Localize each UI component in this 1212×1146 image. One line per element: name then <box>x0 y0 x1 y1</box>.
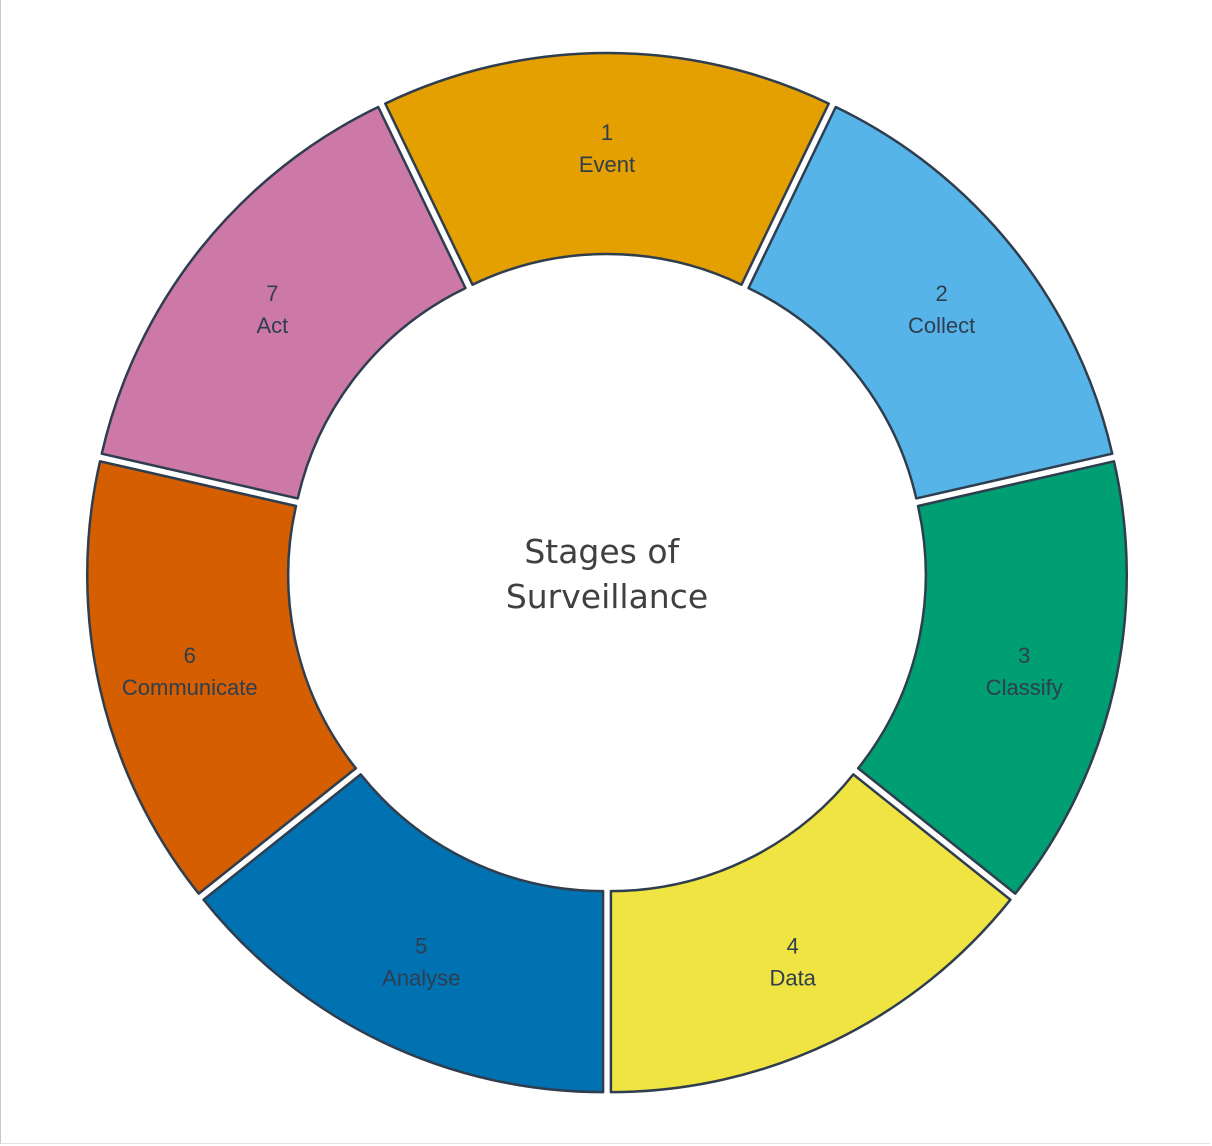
segment-shape <box>747 105 1114 500</box>
segment-label: 7 Act <box>256 281 288 338</box>
segment-name: Collect <box>908 313 975 338</box>
center-title-line-1: Stages of <box>524 532 680 571</box>
segment-number: 2 <box>935 281 947 306</box>
segment-shape <box>85 460 358 895</box>
segment-shape <box>384 51 830 286</box>
segment-collect: 2 Collect <box>747 105 1114 500</box>
segment-label: 3 Classify <box>986 643 1063 700</box>
segment-label: 6 Communicate <box>122 643 258 700</box>
segment-number: 3 <box>1018 643 1030 668</box>
segment-number: 1 <box>601 120 613 145</box>
center-title-line-2: Surveillance <box>506 577 708 616</box>
center-title: Stages of Surveillance <box>506 532 708 616</box>
segment-data: 4 Data <box>609 773 1012 1094</box>
segment-name: Act <box>256 313 288 338</box>
segment-analyse: 5 Analyse <box>202 773 605 1094</box>
segment-label: 5 Analyse <box>382 934 460 991</box>
segment-number: 6 <box>184 643 196 668</box>
segment-name: Event <box>579 152 635 177</box>
segment-number: 7 <box>266 281 278 306</box>
segment-label: 1 Event <box>579 120 635 177</box>
segment-name: Data <box>769 966 816 991</box>
segment-communicate: 6 Communicate <box>85 460 358 895</box>
segment-act: 7 Act <box>100 105 467 500</box>
segment-name: Analyse <box>382 966 460 991</box>
segment-label: 2 Collect <box>908 281 975 338</box>
segment-label: 4 Data <box>769 934 816 991</box>
segment-number: 5 <box>415 934 427 959</box>
segment-classify: 3 Classify <box>856 460 1129 895</box>
segment-shape <box>100 105 467 500</box>
segment-number: 4 <box>787 934 799 959</box>
wheel-segments: 1 Event 2 Collect 3 Classify 4 Data 5 Analyse 6 Com… <box>85 51 1129 1094</box>
segment-shape <box>856 460 1129 895</box>
segment-name: Communicate <box>122 675 258 700</box>
segment-shape <box>609 773 1012 1094</box>
segment-event: 1 Event <box>384 51 830 286</box>
segment-name: Classify <box>986 675 1063 700</box>
segment-shape <box>202 773 605 1094</box>
